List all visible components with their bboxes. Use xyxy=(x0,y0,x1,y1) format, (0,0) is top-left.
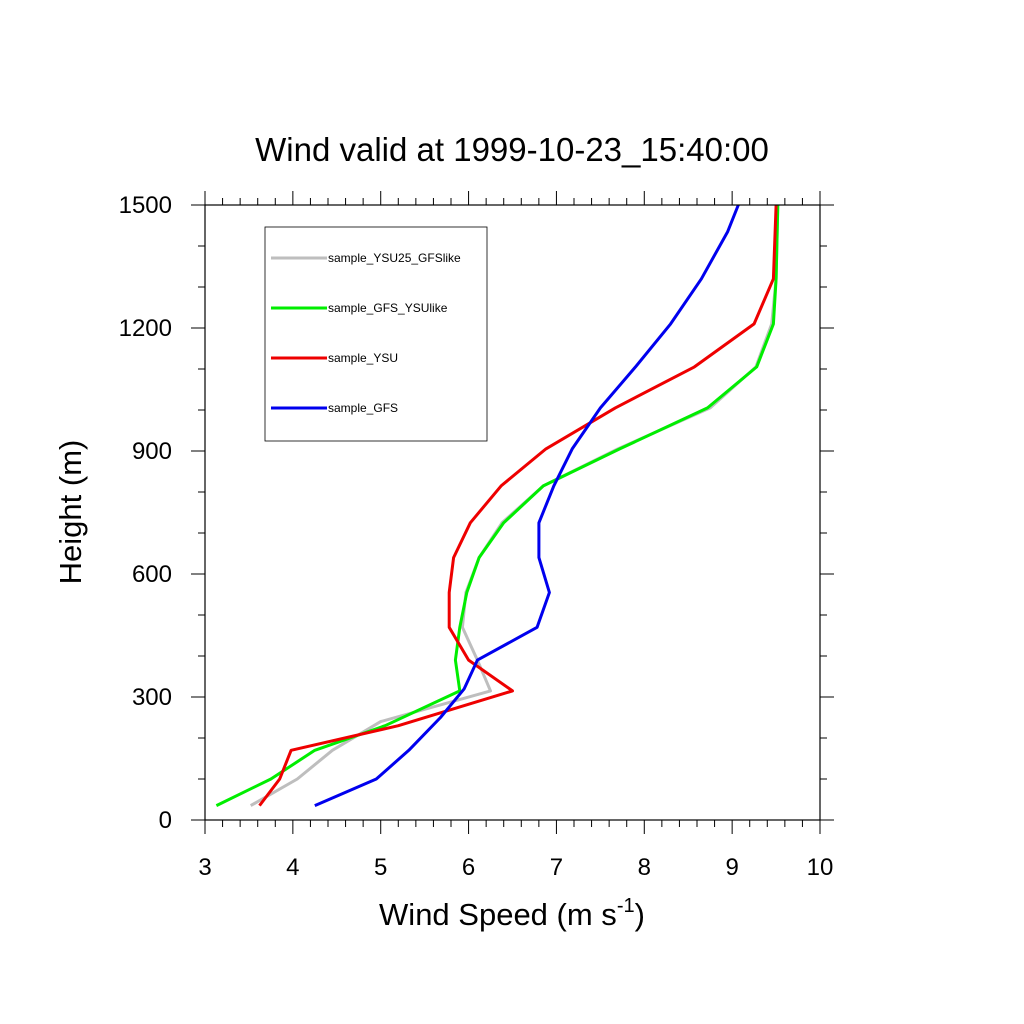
series-line-sample_GFS xyxy=(314,204,740,807)
x-tick-label: 6 xyxy=(462,854,475,881)
y-tick-label: 600 xyxy=(132,561,172,588)
legend: sample_YSU25_GFSlike sample_GFS_YSUlikesa… xyxy=(264,226,488,442)
legend-label: sample_GFS xyxy=(328,401,398,415)
x-tick-label: 7 xyxy=(550,854,563,881)
series-lines xyxy=(215,204,780,807)
x-axis-label-close: ) xyxy=(635,897,645,932)
legend-label: sample_YSU25_GFSlike xyxy=(328,251,461,265)
y-tick-label: 0 xyxy=(159,807,172,834)
series-line-sample_YSU xyxy=(258,204,778,807)
x-axis-label-superscript: -1 xyxy=(617,895,635,917)
tick-labels: 3 4 5 6 7 8 9 10 0 300 600 900 1200 1500 xyxy=(119,192,834,881)
y-axis-label: Height (m) xyxy=(53,440,88,585)
legend-label: sample_GFS_YSUlike xyxy=(328,301,448,315)
y-tick-label: 1500 xyxy=(119,192,172,219)
x-tick-label: 9 xyxy=(725,854,738,881)
y-tick-label: 900 xyxy=(132,438,172,465)
x-tick-label: 8 xyxy=(638,854,651,881)
x-axis-label: Wind Speed (m s-1) xyxy=(379,895,645,932)
ticks xyxy=(191,191,834,834)
x-tick-label: 5 xyxy=(374,854,387,881)
x-axis-label-main: Wind Speed (m s xyxy=(379,897,617,932)
chart-title: Wind valid at 1999-10-23_15:40:00 xyxy=(255,131,769,168)
x-tick-label: 3 xyxy=(198,854,211,881)
legend-label: sample_YSU xyxy=(328,351,398,365)
legend-box xyxy=(264,226,488,442)
x-tick-label: 4 xyxy=(286,854,299,881)
x-tick-label: 10 xyxy=(807,854,834,881)
y-tick-label: 1200 xyxy=(119,315,172,342)
plot-frame xyxy=(204,204,821,821)
y-tick-label: 300 xyxy=(132,684,172,711)
